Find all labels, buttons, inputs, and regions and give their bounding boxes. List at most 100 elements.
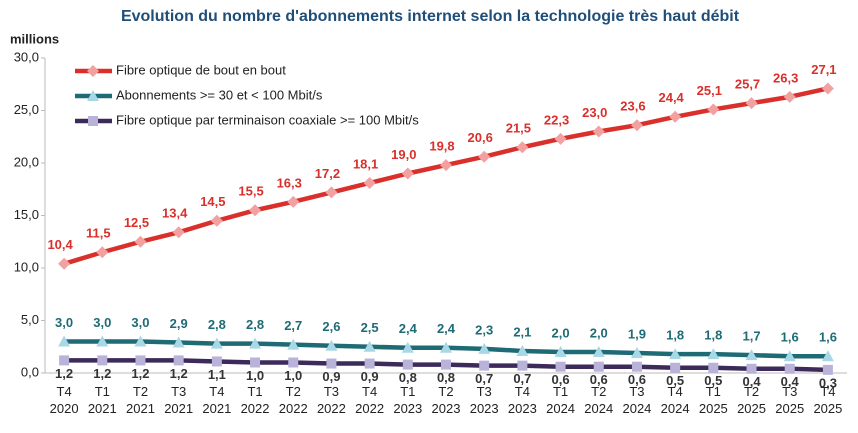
marker bbox=[822, 364, 833, 375]
marker bbox=[478, 150, 491, 163]
data-label: 2,7 bbox=[284, 318, 302, 333]
y-tick-label: 0,0 bbox=[21, 364, 39, 379]
marker bbox=[402, 359, 413, 370]
x-tick-label: T1 2024 bbox=[546, 384, 575, 416]
x-tick-label-line: T4 bbox=[820, 384, 835, 399]
data-label: 1,0 bbox=[284, 368, 302, 383]
data-label: 24,4 bbox=[658, 90, 684, 105]
data-label: 2,3 bbox=[475, 322, 493, 337]
data-label: 1,0 bbox=[246, 368, 264, 383]
data-label: 12,5 bbox=[124, 215, 149, 230]
marker bbox=[97, 355, 108, 366]
x-tick-label-line: 2021 bbox=[88, 401, 117, 416]
data-label: 2,8 bbox=[246, 317, 264, 332]
x-tick-label: T4 2025 bbox=[813, 384, 842, 416]
x-tick-label-line: 2020 bbox=[50, 401, 79, 416]
data-label: 1,2 bbox=[55, 366, 73, 381]
x-tick-label-line: 2025 bbox=[813, 401, 842, 416]
data-label: 0,5 bbox=[666, 373, 684, 388]
y-tick-label: 10,0 bbox=[14, 259, 39, 274]
x-tick-label: T4 2022 bbox=[355, 384, 384, 416]
x-tick-label: T2 2024 bbox=[584, 384, 613, 416]
marker bbox=[516, 141, 529, 154]
data-label: 2,1 bbox=[513, 324, 531, 339]
data-label: 0,7 bbox=[513, 371, 531, 386]
marker bbox=[478, 342, 491, 354]
x-tick-label-line: T4 bbox=[57, 384, 72, 399]
x-tick-label-line: T1 bbox=[400, 384, 415, 399]
marker bbox=[630, 347, 643, 359]
data-label: 2,4 bbox=[437, 321, 456, 336]
x-tick-label-line: T3 bbox=[171, 384, 186, 399]
x-tick-label-line: 2022 bbox=[241, 401, 270, 416]
chart-title: Evolution du nombre d'abonnements intern… bbox=[121, 8, 740, 25]
x-tick-label-line: T1 bbox=[706, 384, 721, 399]
marker bbox=[326, 358, 337, 369]
data-label: 16,3 bbox=[277, 175, 302, 190]
x-tick-label-line: 2022 bbox=[317, 401, 346, 416]
x-tick-label: T3 2021 bbox=[164, 384, 193, 416]
y-tick-label: 5,0 bbox=[21, 312, 39, 327]
x-tick-label-line: 2025 bbox=[737, 401, 766, 416]
x-tick-label-line: T3 bbox=[629, 384, 644, 399]
x-tick-label-line: T3 bbox=[324, 384, 339, 399]
marker bbox=[707, 103, 720, 116]
y-tick-label: 25,0 bbox=[14, 102, 39, 117]
x-tick-label-line: T1 bbox=[553, 384, 568, 399]
marker bbox=[87, 90, 99, 101]
data-label: 2,8 bbox=[208, 317, 226, 332]
data-label: 1,2 bbox=[170, 366, 188, 381]
x-tick-label: T3 2022 bbox=[317, 384, 346, 416]
marker bbox=[784, 363, 795, 374]
x-tick-label-line: T2 bbox=[744, 384, 759, 399]
marker bbox=[630, 119, 643, 132]
x-tick-label-line: 2023 bbox=[470, 401, 499, 416]
y-tick-label: 30,0 bbox=[14, 49, 39, 64]
x-tick-label-line: 2025 bbox=[699, 401, 728, 416]
data-label: 1,2 bbox=[131, 366, 149, 381]
marker bbox=[325, 186, 338, 199]
marker bbox=[363, 340, 376, 352]
marker bbox=[593, 361, 604, 372]
x-tick-label-line: T1 bbox=[95, 384, 110, 399]
data-label: 1,8 bbox=[704, 328, 722, 343]
marker bbox=[364, 358, 375, 369]
data-label: 1,2 bbox=[93, 366, 111, 381]
x-tick-label: T1 2022 bbox=[241, 384, 270, 416]
marker bbox=[134, 235, 147, 248]
x-tick-label-line: 2023 bbox=[393, 401, 422, 416]
data-label: 23,0 bbox=[582, 105, 607, 120]
x-tick-label: T1 2021 bbox=[88, 384, 117, 416]
data-label: 0,8 bbox=[399, 370, 417, 385]
marker bbox=[250, 357, 261, 368]
marker bbox=[87, 65, 99, 77]
data-label: 2,4 bbox=[399, 321, 418, 336]
marker bbox=[783, 90, 796, 103]
x-tick-label: T1 2023 bbox=[393, 384, 422, 416]
marker bbox=[783, 350, 796, 362]
x-tick-label-line: 2024 bbox=[546, 401, 575, 416]
x-tick-label-line: 2023 bbox=[432, 401, 461, 416]
data-label: 1,6 bbox=[819, 330, 837, 345]
data-label: 3,0 bbox=[55, 315, 73, 330]
x-tick-label: T2 2021 bbox=[126, 384, 155, 416]
marker bbox=[555, 361, 566, 372]
data-label: 18,1 bbox=[353, 156, 378, 171]
marker bbox=[249, 337, 262, 349]
data-label: 14,5 bbox=[200, 194, 225, 209]
x-tick-label-line: T2 bbox=[438, 384, 453, 399]
marker bbox=[554, 132, 567, 145]
marker bbox=[58, 257, 71, 270]
x-tick-label-line: T4 bbox=[209, 384, 224, 399]
data-label: 2,9 bbox=[170, 316, 188, 331]
data-label: 3,0 bbox=[131, 315, 149, 330]
data-label: 22,3 bbox=[544, 112, 569, 127]
data-label: 2,0 bbox=[552, 325, 570, 340]
data-label: 2,5 bbox=[361, 320, 379, 335]
marker bbox=[135, 355, 146, 366]
marker bbox=[211, 356, 222, 367]
data-label: 15,5 bbox=[238, 184, 263, 199]
data-label: 0,4 bbox=[742, 374, 761, 389]
data-label: 19,0 bbox=[391, 147, 416, 162]
y-tick-label: 20,0 bbox=[14, 154, 39, 169]
